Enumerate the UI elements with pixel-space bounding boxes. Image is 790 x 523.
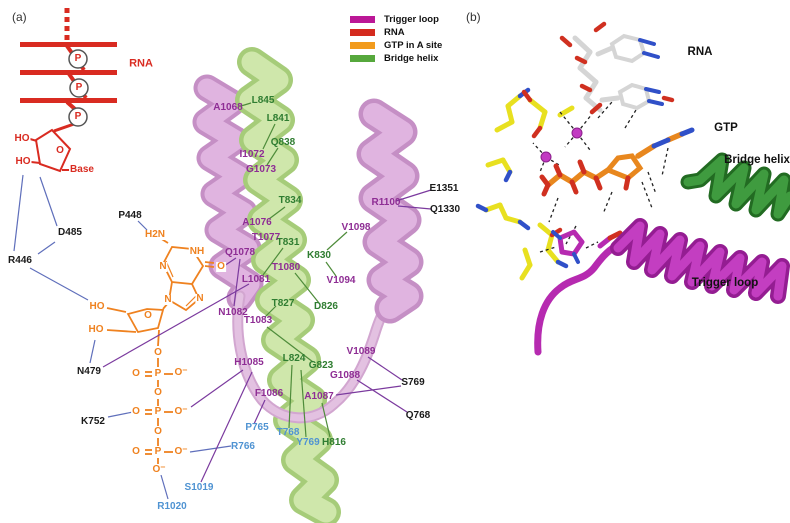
panel-b-annotation: GTP bbox=[714, 122, 738, 134]
green-contact-line bbox=[294, 272, 320, 304]
legend-swatch bbox=[350, 29, 375, 36]
purple-contact-line bbox=[200, 371, 253, 483]
purple-contact-line bbox=[335, 385, 402, 396]
green-contact-line bbox=[326, 231, 348, 251]
legend-swatch bbox=[350, 42, 375, 49]
legend-swatch bbox=[350, 16, 375, 23]
blue-contact-line bbox=[137, 220, 148, 231]
legend-label: GTP in A site bbox=[384, 40, 443, 51]
panel-b-letter: (b) bbox=[466, 10, 481, 24]
green-contact-line bbox=[262, 123, 276, 150]
purple-contact-line bbox=[367, 356, 403, 381]
blue-contact-line bbox=[107, 411, 134, 418]
trigger-loop-3d bbox=[534, 218, 790, 356]
legend-swatch bbox=[350, 55, 375, 62]
green-contact-line bbox=[266, 147, 279, 166]
green-contact-line bbox=[240, 102, 252, 107]
purple-contact-line bbox=[102, 283, 250, 368]
green-contact-line bbox=[325, 261, 337, 277]
panel-a-letter: (a) bbox=[12, 10, 27, 24]
legend-label: RNA bbox=[384, 27, 405, 38]
legend: Trigger loop RNA GTP in A site Bridge helix bbox=[350, 13, 442, 65]
green-contact-line bbox=[321, 402, 331, 438]
blue-contact-line bbox=[39, 176, 58, 227]
green-contact-line bbox=[288, 364, 293, 429]
green-contact-line bbox=[268, 206, 286, 220]
green-contact-line bbox=[264, 305, 277, 318]
blue-contact-line bbox=[89, 339, 96, 364]
purple-contact-line bbox=[395, 189, 432, 202]
purple-contact-line bbox=[356, 379, 408, 413]
trigger-loop-tube bbox=[232, 290, 397, 424]
legend-item: RNA bbox=[350, 26, 442, 39]
legend-item: Bridge helix bbox=[350, 52, 442, 65]
bridge-helix-ribbon bbox=[235, 47, 341, 523]
gtp-sticks bbox=[539, 127, 695, 197]
panel-b-annotation: Trigger loop bbox=[691, 277, 759, 289]
bridge-helix-3d bbox=[680, 152, 790, 222]
green-contact-line bbox=[300, 369, 307, 438]
legend-item: Trigger loop bbox=[350, 13, 442, 26]
contact-lines bbox=[13, 102, 432, 500]
green-contact-line bbox=[266, 326, 314, 363]
blue-contact-line bbox=[29, 267, 89, 301]
legend-label: Bridge helix bbox=[384, 53, 439, 64]
purple-contact-line bbox=[397, 205, 432, 210]
rna-schematic bbox=[20, 8, 117, 173]
legend-item: GTP in A site bbox=[350, 39, 442, 52]
protein-side-chains bbox=[475, 87, 575, 281]
rna-sticks bbox=[559, 21, 675, 115]
green-contact-line bbox=[262, 247, 284, 276]
blue-contact-line bbox=[189, 445, 232, 453]
hydrogen-bonds bbox=[532, 101, 669, 253]
molecular-render bbox=[475, 21, 790, 356]
blue-contact-line bbox=[37, 241, 56, 255]
legend-label: Trigger loop bbox=[384, 14, 439, 25]
trigger-loop-helix-right bbox=[356, 98, 424, 324]
blue-contact-line bbox=[160, 474, 169, 500]
panel-b-annotation: Bridge helix bbox=[724, 154, 790, 166]
panel-b-annotation: RNA bbox=[687, 46, 713, 58]
purple-contact-line bbox=[233, 258, 241, 307]
purple-contact-line bbox=[190, 369, 244, 408]
metal-ions bbox=[540, 127, 583, 163]
purple-contact-line bbox=[253, 399, 266, 425]
purple-contact-line bbox=[223, 257, 237, 267]
blue-contact-line bbox=[13, 174, 24, 252]
rna-schematic-label: RNA bbox=[129, 57, 153, 70]
gtp-structure bbox=[106, 237, 215, 464]
